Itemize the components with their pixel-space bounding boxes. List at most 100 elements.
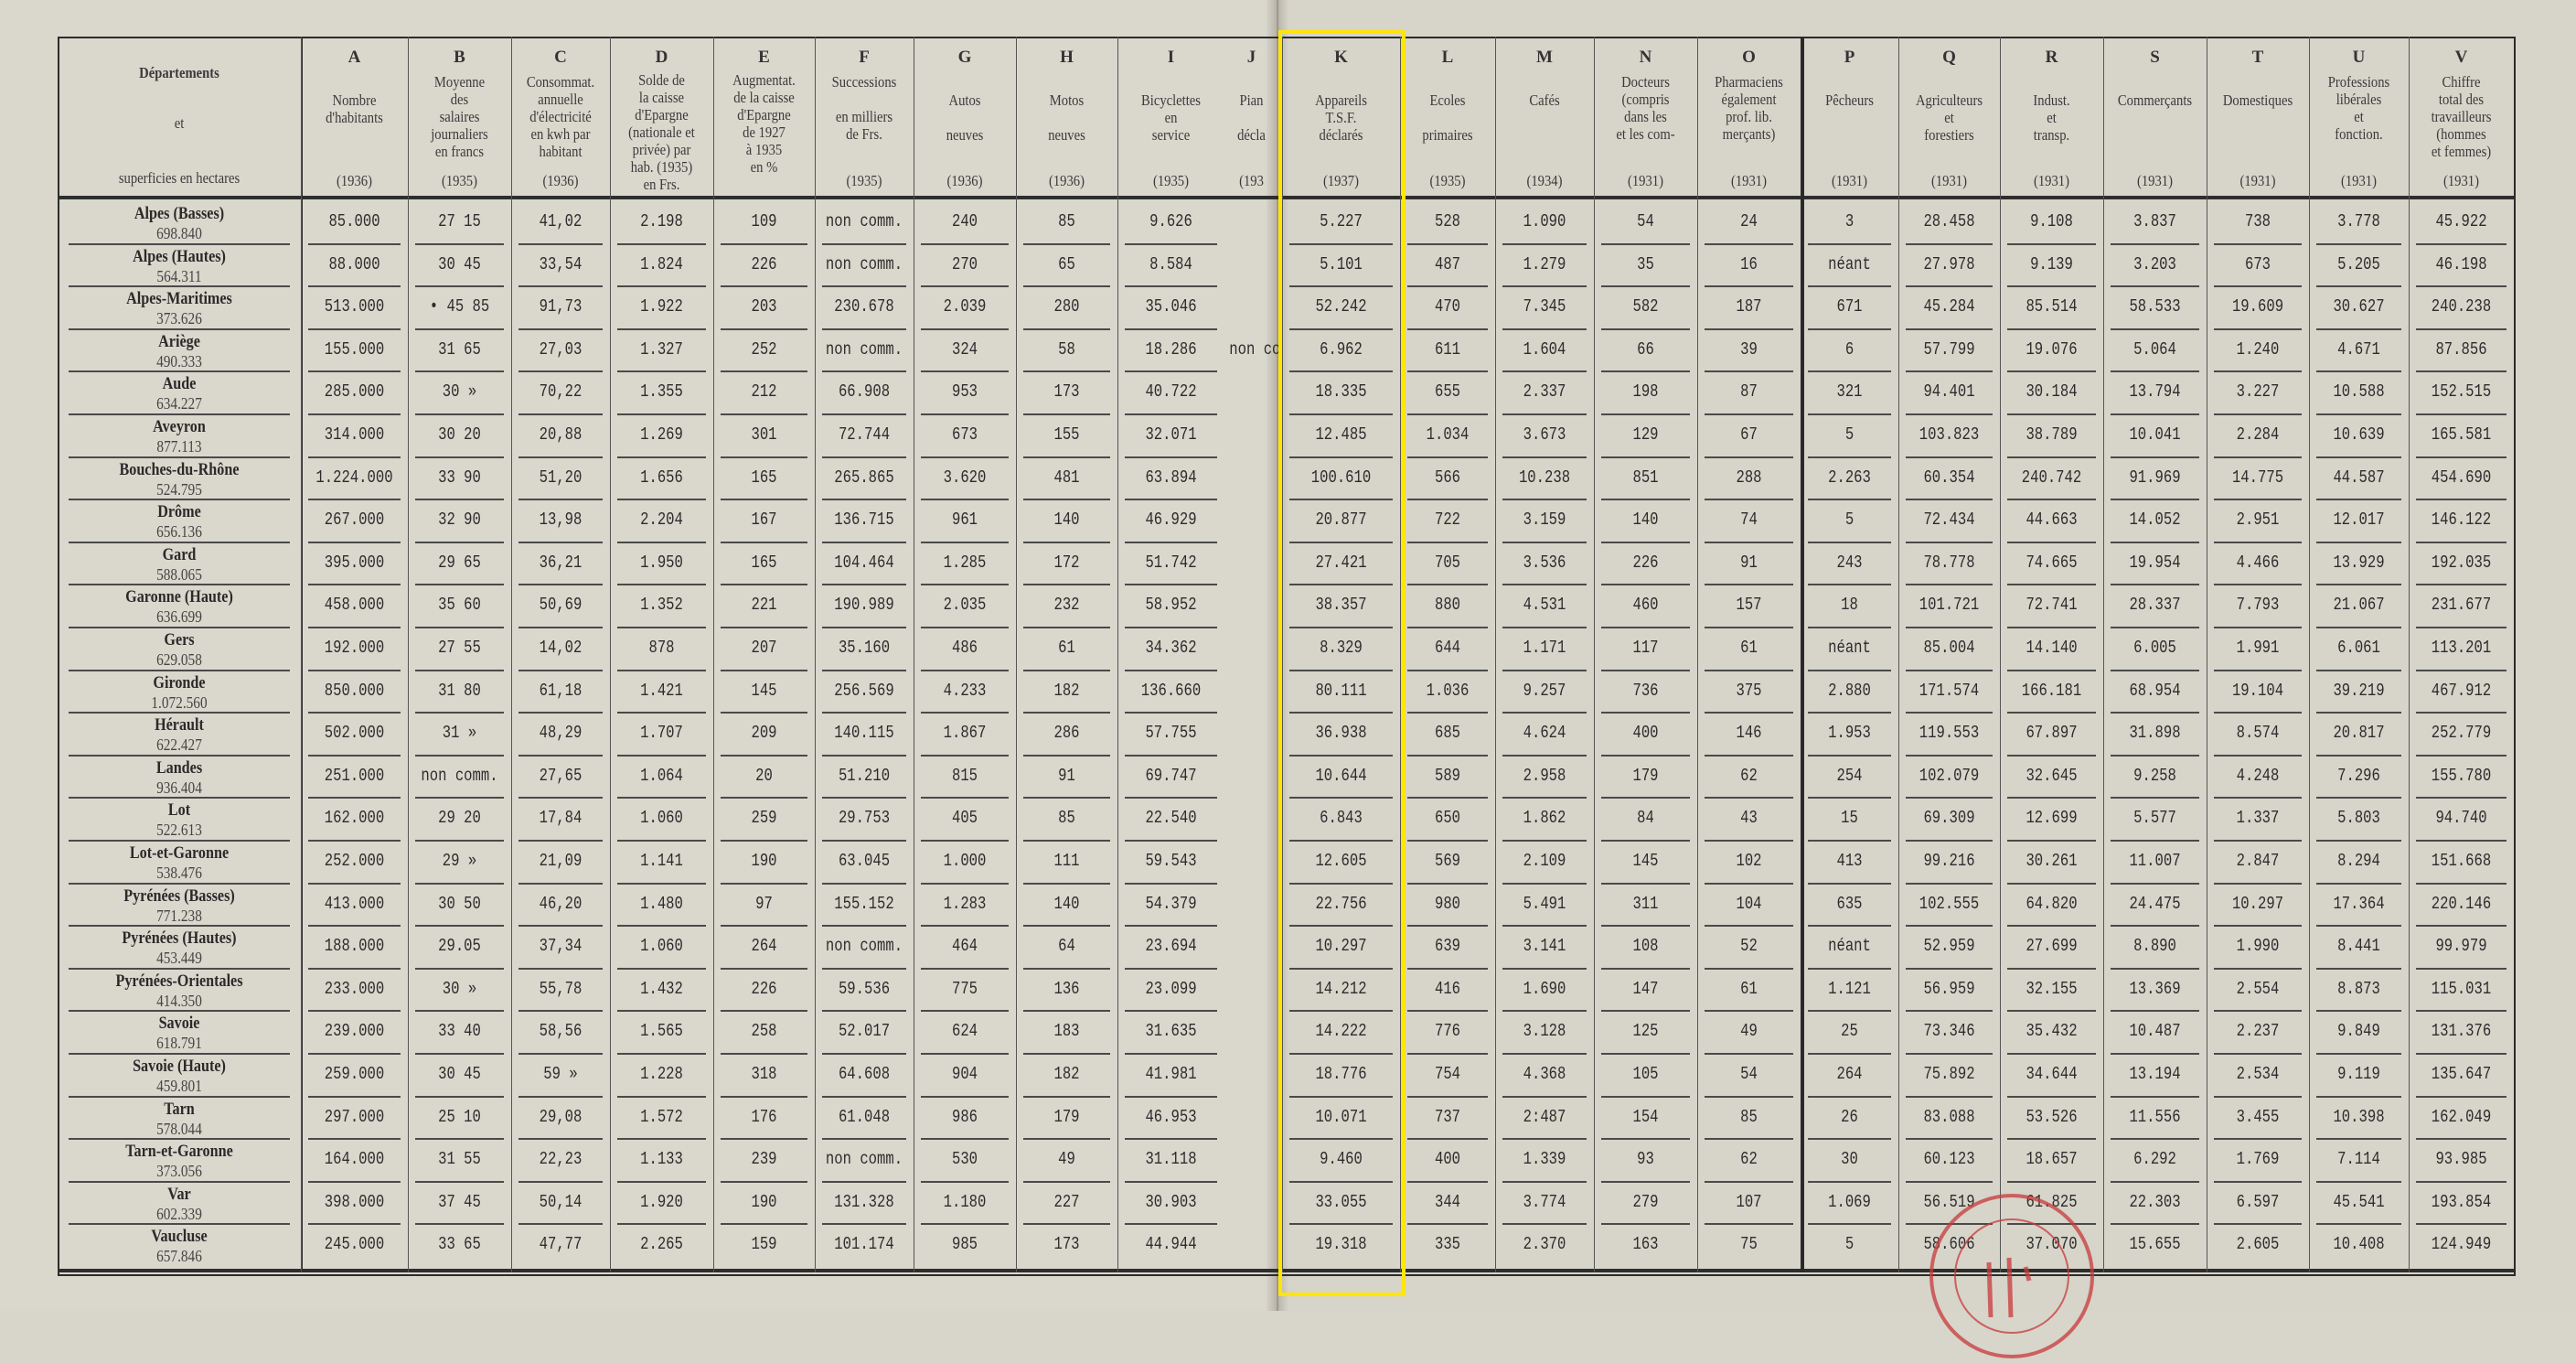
row-divider: [1125, 925, 1217, 928]
column-letter-n: N: [1639, 48, 1652, 67]
row-divider: [2316, 370, 2401, 373]
table-cell-f: non comm.: [825, 936, 903, 957]
table-cell-c: 70,22: [539, 381, 583, 402]
table-cell-q: 102.555: [1919, 893, 1980, 914]
table-cell-n: 154: [1632, 1106, 1659, 1127]
row-divider: [2214, 840, 2302, 842]
table-cell-m: 1.171: [1523, 638, 1566, 658]
row-divider: [1705, 669, 1793, 671]
library-stamp: [1929, 1194, 2094, 1358]
row-divider: [518, 967, 603, 970]
row-divider: [1407, 456, 1488, 458]
table-cell-q: 94.401: [1923, 381, 1975, 402]
table-cell-f: 64.608: [838, 1064, 891, 1084]
table-cell-t: 1.990: [2236, 936, 2280, 957]
table-cell-p: 1.121: [1828, 978, 1871, 999]
row-divider: [1906, 1180, 1993, 1183]
table-cell-k: 5.101: [1320, 253, 1363, 274]
table-cell-e: 159: [751, 1234, 777, 1255]
table-cell-e: 239: [751, 1149, 777, 1170]
table-cell-f: non comm.: [825, 253, 903, 274]
row-divider: [2111, 327, 2199, 330]
table-cell-u: 3.778: [2337, 211, 2380, 231]
table-cell-v: 146.122: [2431, 510, 2492, 531]
table-cell-e: 190: [751, 851, 777, 871]
table-cell-p: 26: [1841, 1106, 1858, 1127]
row-divider: [1502, 1138, 1587, 1141]
table-cell-f: non comm.: [825, 338, 903, 360]
row-divider: [1023, 669, 1110, 671]
table-cell-f: 61.048: [838, 1106, 891, 1127]
table-cell-p: 254: [1836, 765, 1863, 786]
column-divider: [1594, 37, 1595, 1272]
row-divider: [1289, 925, 1393, 928]
table-cell-k: 80.111: [1315, 680, 1367, 701]
row-divider: [617, 925, 706, 928]
row-divider: [69, 1138, 290, 1141]
table-cell-r: 35.432: [2026, 1021, 2078, 1042]
row-divider: [1407, 1138, 1488, 1141]
table-cell-b: non comm.: [421, 765, 498, 786]
row-divider: [2416, 327, 2507, 330]
table-cell-c: 13,98: [539, 510, 583, 531]
table-cell-l: 639: [1434, 936, 1461, 957]
table-cell-q: 99.216: [1923, 851, 1975, 871]
row-divider: [2007, 456, 2096, 458]
row-divider: [2111, 1180, 2199, 1183]
column-divider: [1282, 37, 1283, 1272]
row-divider: [2416, 967, 2507, 970]
table-cell-s: 13.369: [2129, 978, 2181, 999]
table-cell-r: 37.070: [2026, 1234, 2078, 1255]
column-header-h: Motos neuves: [1048, 91, 1085, 144]
row-divider: [2007, 413, 2096, 415]
table-cell-b: 29 65: [438, 552, 481, 573]
row-divider: [518, 1053, 603, 1055]
table-cell-q: 171.574: [1919, 680, 1980, 701]
table-cell-q: 45.284: [1923, 296, 1975, 317]
table-cell-g: 324: [951, 338, 978, 360]
row-divider: [2214, 882, 2302, 885]
department-name: Lot-et-Garonne: [129, 843, 230, 863]
row-divider: [2111, 1138, 2199, 1141]
table-cell-u: 21.067: [2333, 595, 2385, 616]
table-cell-s: 91.969: [2129, 467, 2181, 488]
department-name: Gironde: [153, 672, 206, 692]
table-cell-c: 14,02: [539, 638, 583, 658]
row-divider: [1407, 499, 1488, 501]
row-divider: [921, 1223, 1009, 1226]
table-cell-v: 231.677: [2431, 595, 2492, 616]
row-divider: [721, 967, 807, 970]
table-cell-d: 1.432: [640, 978, 683, 999]
row-divider: [1289, 669, 1393, 671]
row-divider: [69, 1180, 290, 1183]
table-cell-e: 207: [751, 638, 777, 658]
row-divider: [69, 925, 290, 928]
column-year-f: (1935): [846, 172, 882, 189]
table-cell-b: 30 »: [442, 978, 477, 999]
column-year-r: (1931): [2034, 172, 2069, 189]
row-divider: [617, 242, 706, 245]
row-divider: [2214, 925, 2302, 928]
column-divider: [301, 37, 302, 1272]
table-cell-p: 635: [1836, 893, 1863, 914]
row-divider: [2316, 1138, 2401, 1141]
table-cell-g: 405: [951, 808, 978, 829]
row-divider: [2007, 1010, 2096, 1013]
table-cell-o: 67: [1740, 424, 1758, 445]
table-cell-l: 335: [1434, 1234, 1461, 1255]
table-cell-a: 85.000: [328, 211, 380, 231]
table-cell-r: 30.184: [2026, 381, 2078, 402]
table-cell-c: 51,20: [539, 467, 583, 488]
department-area: 564.311: [156, 266, 202, 285]
row-divider: [308, 925, 401, 928]
table-cell-e: 301: [751, 424, 777, 445]
row-divider: [921, 967, 1009, 970]
column-year-i: (1935): [1153, 172, 1189, 189]
row-divider: [2416, 882, 2507, 885]
table-cell-h: 183: [1053, 1021, 1080, 1042]
row-divider: [518, 1010, 603, 1013]
table-cell-c: 50,69: [539, 595, 583, 616]
table-cell-b: 27 55: [438, 638, 481, 658]
table-cell-o: 74: [1740, 510, 1758, 531]
row-divider: [617, 327, 706, 330]
